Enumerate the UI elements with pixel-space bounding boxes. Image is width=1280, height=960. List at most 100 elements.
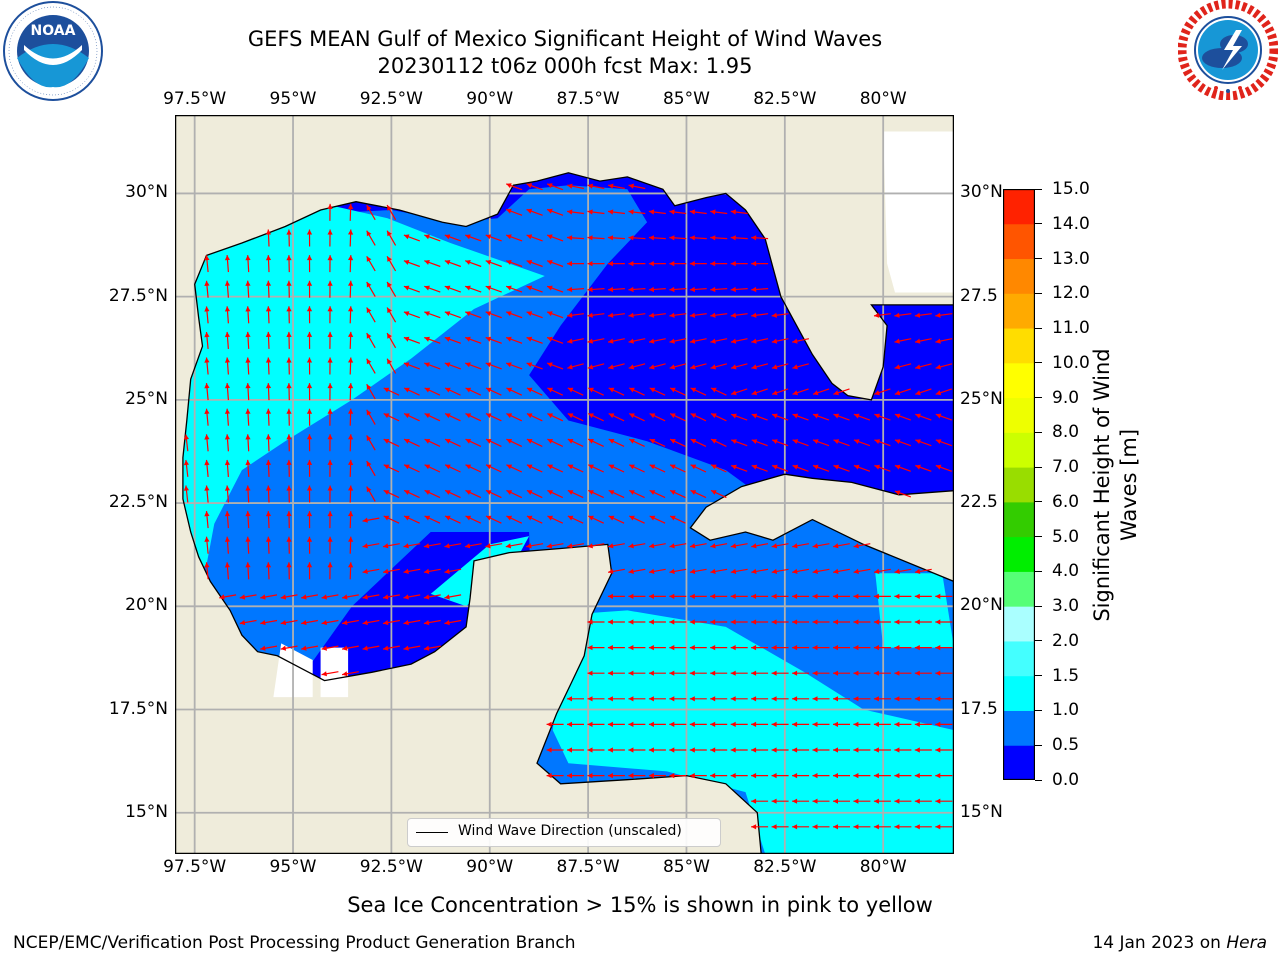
wave-arrow-331 bbox=[526, 464, 543, 473]
wave-arrow-264 bbox=[710, 413, 727, 422]
wave-arrow-531 bbox=[403, 645, 421, 651]
coastline bbox=[182, 172, 954, 854]
wave-arrow-192 bbox=[648, 363, 666, 370]
wave-arrow-133 bbox=[873, 312, 891, 318]
wave-arrow-436 bbox=[853, 543, 871, 549]
wave-arrow-214 bbox=[424, 387, 441, 396]
wave-arrow-561 bbox=[751, 670, 769, 676]
lon-tick-top-0: 97.5°W bbox=[163, 89, 227, 109]
wave-arrow-492 bbox=[894, 593, 912, 599]
wave-arrow-521 bbox=[894, 619, 912, 625]
wave-arrow-323 bbox=[366, 460, 376, 477]
wave-arrow-367 bbox=[485, 489, 502, 499]
lon-tick-top-3: 90°W bbox=[466, 89, 514, 109]
wave-arrow-592 bbox=[587, 721, 605, 727]
wave-arrow-607 bbox=[894, 721, 912, 727]
wave-arrow-605 bbox=[853, 721, 871, 727]
wave-arrow-18 bbox=[648, 209, 666, 215]
wave-arrow-4 bbox=[587, 183, 605, 190]
wave-arrow-400 bbox=[608, 515, 625, 524]
wave-arrow-589 bbox=[935, 696, 953, 702]
wave-arrow-51 bbox=[265, 255, 272, 273]
wave-arrow-186 bbox=[526, 362, 543, 370]
wave-arrow-38 bbox=[566, 235, 585, 241]
wave-arrow-379 bbox=[894, 490, 912, 498]
wave-arrow-196 bbox=[730, 363, 748, 370]
wave-arrow-45 bbox=[710, 235, 728, 241]
wave-arrow-364 bbox=[424, 489, 441, 499]
wave-arrow-268 bbox=[792, 413, 809, 421]
wave-arrow-57 bbox=[386, 255, 397, 272]
colorbar bbox=[1003, 189, 1035, 780]
wave-arrow-50 bbox=[245, 255, 251, 273]
footer-date: 14 Jan 2023 on Hera bbox=[1092, 932, 1267, 954]
wave-arrow-618 bbox=[710, 747, 728, 753]
wave-arrow-54 bbox=[327, 255, 333, 273]
wave-arrow-384 bbox=[286, 511, 292, 529]
wave-arrow-449 bbox=[444, 568, 462, 574]
wave-arrow-262 bbox=[669, 413, 686, 422]
wave-arrow-497 bbox=[280, 619, 298, 626]
wave-arrow-132 bbox=[771, 312, 789, 318]
wave-arrow-32 bbox=[444, 234, 462, 242]
wave-arrow-222 bbox=[588, 387, 604, 396]
wave-arrow-173 bbox=[265, 357, 272, 375]
colorbar-bin-1 bbox=[1003, 710, 1035, 746]
colorbar-bin-15 bbox=[1003, 223, 1035, 260]
lat-tick-right-4: 20°N bbox=[960, 595, 1003, 616]
wave-arrow-61 bbox=[464, 260, 482, 268]
colorbar-bin-13 bbox=[1003, 293, 1035, 329]
wave-arrow-590 bbox=[546, 721, 564, 727]
wave-arrow-235 bbox=[874, 388, 891, 396]
wave-arrow-332 bbox=[547, 464, 564, 473]
wave-arrow-304 bbox=[751, 439, 768, 447]
wave-arrow-175 bbox=[306, 357, 313, 375]
wave-arrow-121 bbox=[546, 311, 564, 319]
wave-arrow-127 bbox=[669, 312, 687, 318]
wave-arrow-408 bbox=[286, 536, 292, 554]
wave-arrow-432 bbox=[771, 543, 789, 549]
wave-arrow-611 bbox=[567, 747, 584, 753]
wave-arrow-92 bbox=[526, 285, 543, 293]
colorbar-tick-mark-9 bbox=[1035, 466, 1042, 468]
wave-arrow-209 bbox=[327, 383, 333, 401]
colorbar-tick-8: 6.0 bbox=[1052, 491, 1080, 512]
wave-arrow-36 bbox=[526, 234, 543, 242]
wave-arrow-340 bbox=[710, 464, 727, 473]
wave-arrow-65 bbox=[546, 260, 564, 268]
wave-arrow-212 bbox=[383, 387, 400, 396]
wave-arrow-586 bbox=[873, 696, 891, 702]
wave-arrow-349 bbox=[894, 464, 912, 472]
wave-arrow-648 bbox=[914, 773, 932, 779]
wave-arrow-397 bbox=[547, 515, 564, 524]
wave-arrow-629 bbox=[935, 747, 953, 753]
wave-arrow-503 bbox=[403, 619, 421, 626]
wave-arrow-263 bbox=[690, 413, 707, 422]
wave-arrow-302 bbox=[710, 438, 727, 447]
wave-arrow-97 bbox=[628, 286, 646, 293]
lon-tick-bottom-3: 90°W bbox=[466, 857, 514, 877]
wave-arrow-107 bbox=[265, 306, 272, 324]
wave-arrow-416 bbox=[444, 543, 462, 549]
wave-arrow-295 bbox=[567, 438, 584, 447]
map-plot bbox=[175, 115, 954, 854]
wave-arrow-281 bbox=[286, 434, 292, 452]
wave-arrow-125 bbox=[628, 312, 646, 318]
wave-arrow-656 bbox=[873, 798, 891, 804]
wave-arrow-622 bbox=[792, 747, 810, 753]
wave-arrow-269 bbox=[812, 413, 830, 421]
colorbar-tick-mark-10 bbox=[1035, 431, 1042, 433]
wave-arrow-636 bbox=[669, 773, 687, 779]
wave-arrow-137 bbox=[204, 331, 210, 349]
colorbar-tick-13: 11.0 bbox=[1052, 318, 1090, 339]
wave-arrow-588 bbox=[914, 696, 932, 702]
wave-arrow-288 bbox=[424, 438, 441, 447]
wave-arrow-55 bbox=[348, 255, 354, 273]
wave-arrow-610 bbox=[546, 747, 564, 753]
wave-arrow-549 bbox=[914, 645, 932, 651]
wave-arrow-277 bbox=[204, 434, 210, 452]
colorbar-label-line2: Waves [m] bbox=[1117, 428, 1141, 542]
wave-arrow-441 bbox=[286, 562, 292, 580]
colorbar-tick-mark-2 bbox=[1035, 709, 1042, 711]
map-legend: Wind Wave Direction (unscaled) bbox=[407, 818, 721, 847]
